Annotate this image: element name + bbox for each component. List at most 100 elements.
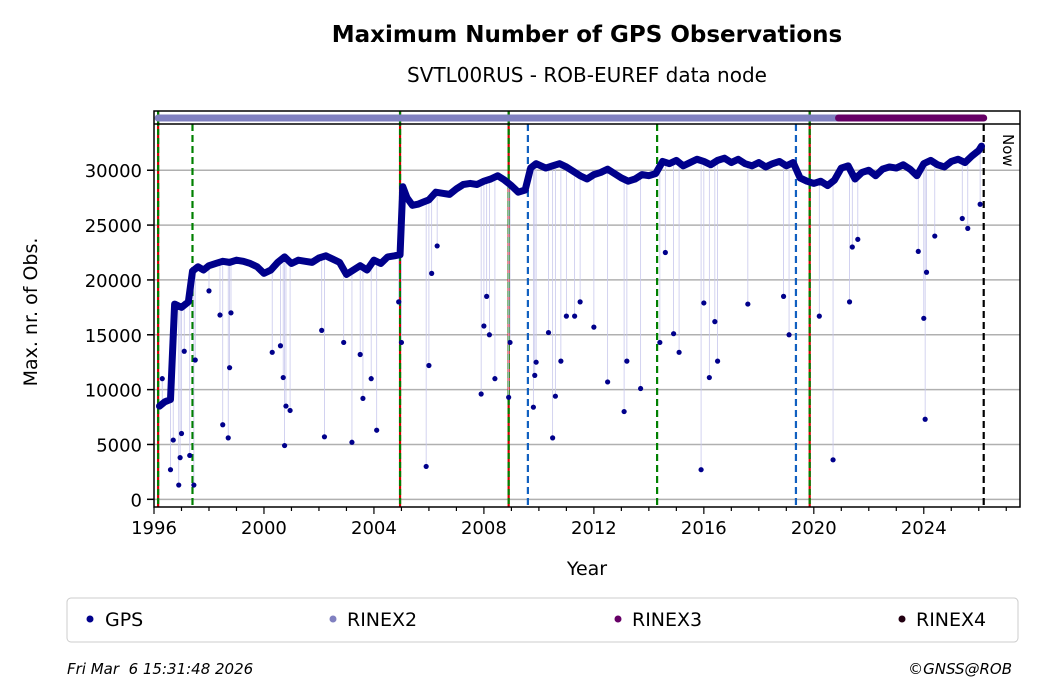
gps-point [563,164,569,170]
plot-frame [153,110,1021,508]
legend-marker-rinex4 [898,615,906,623]
gps-point [749,163,755,169]
gps-point [178,304,185,310]
gps-point [570,168,576,174]
gps-point [855,236,861,242]
gps-point [349,439,355,445]
gps-point [591,172,597,178]
gps-point [786,332,792,338]
legend: GPS RINEX2 RINEX3 RINEX4 [66,597,1019,643]
gps-point [484,293,490,299]
footer-timestamp: Fri Mar 6 15:31:48 2026 [67,660,253,678]
gps-point [611,170,618,177]
gps-point [873,173,879,179]
legend-label-rinex2: RINEX2 [347,609,417,631]
gps-point [189,268,196,274]
gps-point [962,159,968,166]
gps-point [277,343,284,349]
gps-point [530,404,536,410]
gps-point [364,267,370,273]
gps-point [712,319,718,325]
gps-point [254,264,260,270]
gps-point [914,173,920,179]
y-tick-label: 20000 [85,271,142,292]
gps-point [492,376,498,382]
gps-point [673,157,679,163]
gps-point [790,159,796,166]
gps-point [486,332,493,338]
gps-point [446,191,453,197]
gps-point [852,176,858,182]
gps-point [605,166,611,172]
gps-point [397,252,403,258]
gps-point [900,162,906,168]
gps-point [181,348,187,354]
gps-point [167,396,174,403]
gps-point [385,254,391,260]
gps-point [177,455,183,461]
gps-point [330,256,336,262]
gps-point [846,299,853,305]
x-axis-label: Year [566,558,607,580]
gps-point [671,331,677,337]
gps-point [708,162,714,168]
gps-point [797,175,803,181]
gps-point [572,313,578,319]
gps-point [977,201,983,207]
gps-point [907,166,913,172]
gps-point [701,300,707,306]
legend-label-rinex3: RINEX3 [632,609,702,631]
gps-point [426,362,432,369]
gps-point [426,197,432,203]
gps-point [728,159,734,166]
gps-point [423,463,429,470]
gps-point [288,260,295,267]
gps-point [928,157,934,163]
gps-point [923,269,930,275]
gps-point [453,186,460,192]
gps-point [396,299,402,305]
gps-point [217,312,223,318]
gps-point [162,399,168,405]
gps-point [783,163,789,169]
gps-point [398,339,405,346]
gps-point [624,358,630,364]
gps-point [687,159,693,166]
gps-point [460,181,466,188]
gps-point [341,339,347,346]
x-tick-label: 2012 [571,518,617,539]
gps-point [577,173,583,179]
gps-point [378,260,384,267]
gps-point [721,155,728,161]
gps-point [287,407,293,414]
x-tick-label: 2024 [901,518,947,539]
y-tick-label: 10000 [85,381,142,402]
gps-point [281,254,288,260]
gps-point [508,182,514,189]
gps-point [893,165,899,171]
gps-point [409,202,416,208]
gps-point [528,165,534,171]
gps-point [275,259,281,265]
gps-point [200,267,207,273]
gps-point [159,376,165,382]
gps-point [577,299,583,305]
gps-point [776,158,783,165]
gps-point [283,403,289,409]
x-tick-label: 2000 [241,518,287,539]
gps-point [467,180,473,186]
gps-point [495,173,501,179]
gps-point [302,258,308,264]
gps-point [756,159,762,166]
gps-point [676,349,682,355]
gps-point [220,258,226,264]
gps-point [206,288,212,294]
gps-point [404,195,410,201]
gps-point [816,313,822,319]
gps-point [660,158,666,165]
gps-point [268,267,274,273]
y-tick-label: 0 [131,490,142,511]
gps-point [701,158,707,165]
legend-label-gps: GPS [105,609,143,631]
gps-point [591,324,597,330]
